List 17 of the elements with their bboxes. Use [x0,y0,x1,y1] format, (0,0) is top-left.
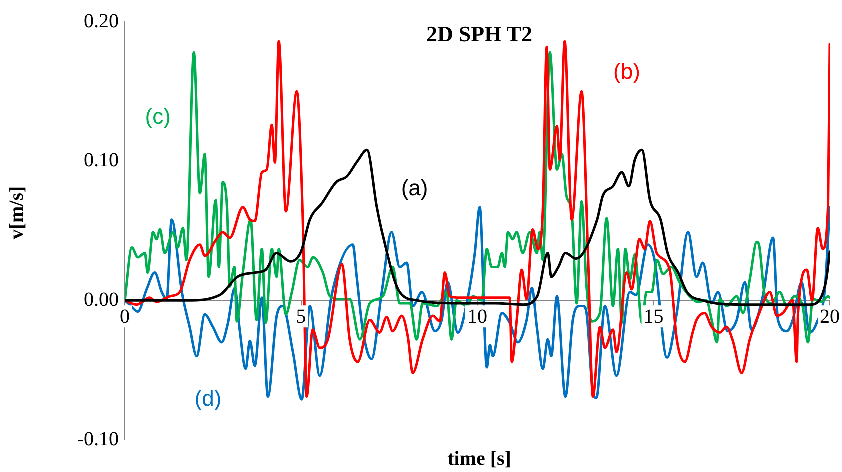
y-tick-label: 0.20 [84,10,119,32]
series-label: (b) [614,59,640,84]
y-tick-label: 0.10 [84,150,119,172]
line-series [125,148,830,306]
x-tick-label: 10 [468,306,488,328]
chart-title: 2D SPH T2 [426,22,532,47]
x-tick-label: 5 [296,306,306,328]
x-tick-label: 20 [820,306,840,328]
x-tick-label: 0 [120,306,130,328]
y-axis-title: v[m/s] [6,186,28,240]
x-axis-title: time [s] [448,448,512,470]
x-tick-label: 15 [644,306,664,328]
series-label: (c) [145,104,171,130]
series-label: (a) [401,175,428,200]
y-tick-label: 0.00 [84,288,119,311]
series-label: (d) [194,386,222,411]
y-tick-label: -0.10 [77,428,119,450]
